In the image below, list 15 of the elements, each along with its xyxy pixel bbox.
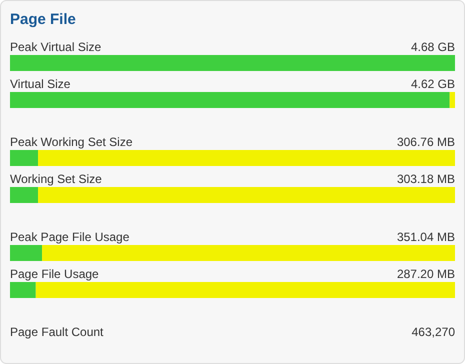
y-tick-label: Page File Usage [10,267,100,281]
chart-title: Page File [10,11,76,28]
y-tick-label: Working Set Size [10,172,102,186]
annotation: 303.18 MB [396,172,455,186]
y-tick-label: Peak Working Set Size [10,135,133,149]
annotation: 287.20 MB [396,267,455,281]
y-tick-label: Peak Page File Usage [10,230,130,244]
annotation: 351.04 MB [396,230,455,244]
y-tick-label: Page Fault Count [10,325,104,339]
annotation: 306.76 MB [396,135,455,149]
annotation: 463,270 [412,325,456,339]
y-tick-label: Peak Virtual Size [10,40,102,54]
annotation: 4.68 GB [410,40,455,54]
y-tick-label: Virtual Size [10,77,71,91]
annotation: 4.62 GB [410,77,455,91]
